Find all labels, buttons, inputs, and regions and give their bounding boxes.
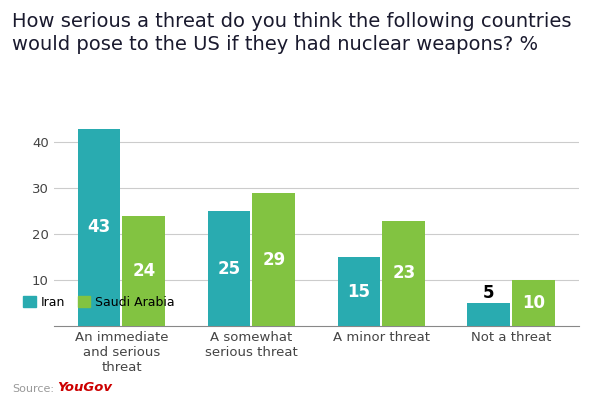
Text: 10: 10 [522, 295, 545, 312]
Text: 43: 43 [87, 219, 110, 236]
Bar [467, 303, 510, 326]
Bar [512, 280, 555, 326]
Text: 15: 15 [347, 283, 371, 301]
Bar [253, 193, 296, 326]
Text: 29: 29 [262, 251, 285, 269]
Text: 24: 24 [133, 262, 155, 280]
Text: 23: 23 [392, 264, 416, 283]
Text: How serious a threat do you think the following countries
would pose to the US i: How serious a threat do you think the fo… [12, 12, 571, 55]
Text: 25: 25 [217, 260, 241, 278]
Bar [122, 216, 165, 326]
Text: Source:: Source: [12, 384, 54, 394]
Bar [78, 129, 121, 326]
Legend: Iran, Saudi Arabia: Iran, Saudi Arabia [18, 291, 180, 314]
Text: 5: 5 [483, 283, 495, 302]
Bar [382, 220, 425, 326]
Text: YouGov: YouGov [57, 381, 112, 394]
Bar [208, 211, 251, 326]
Bar [337, 258, 380, 326]
